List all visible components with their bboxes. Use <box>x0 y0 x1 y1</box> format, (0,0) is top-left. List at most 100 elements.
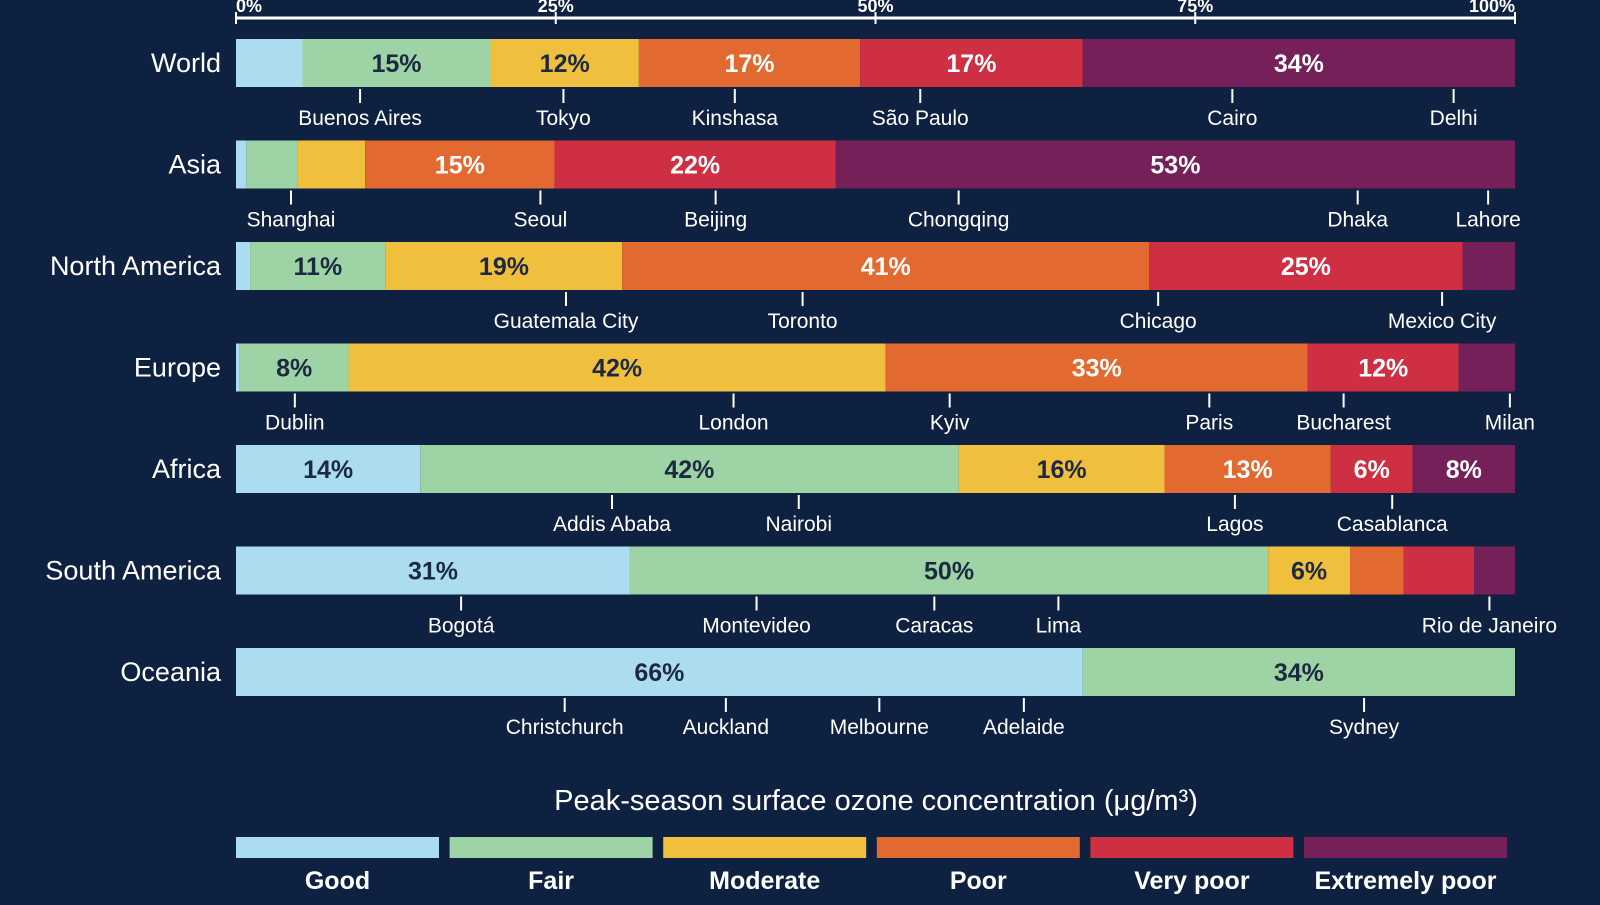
bar-segment <box>1330 445 1413 493</box>
bar-segment-label: 8% <box>1446 456 1482 484</box>
bar-segment <box>420 445 959 493</box>
bar-segment <box>385 242 623 290</box>
city-label: Seoul <box>514 209 568 232</box>
city-label: Kyiv <box>930 412 970 435</box>
bar-segment <box>958 445 1165 493</box>
city-label: Rio de Janeiro <box>1422 615 1557 638</box>
bar-segment <box>1268 546 1351 595</box>
bar-segment-label: 33% <box>1072 355 1122 383</box>
bar-segment <box>1458 343 1515 392</box>
legend-label: Poor <box>950 867 1007 895</box>
legend-label: Good <box>305 867 370 895</box>
bar-row: Europe 8% 42% 33% 12% Dublin London Kyiv Paris Bu… <box>134 343 1535 435</box>
legend-label: Extremely poor <box>1314 867 1496 895</box>
bar-segment-label: 8% <box>276 355 312 383</box>
bar-segment <box>1474 546 1515 595</box>
row-label: Asia <box>168 150 222 180</box>
bar-segment <box>1462 242 1515 290</box>
bar-segment-label: 41% <box>861 253 911 281</box>
bar-segment <box>638 39 861 87</box>
bar-segment-label: 19% <box>479 253 529 281</box>
bar-segment-label: 6% <box>1291 558 1327 586</box>
bar-segment-label: 31% <box>408 558 458 586</box>
city-label: Addis Ababa <box>553 513 671 536</box>
bar-segment <box>236 546 630 595</box>
row-label: Africa <box>152 454 222 484</box>
legend-item: Fair <box>449 837 653 895</box>
bar-segment-label: 17% <box>724 50 774 78</box>
row-label: Oceania <box>120 657 222 687</box>
bar-segment-label: 11% <box>294 253 343 281</box>
bar-row: Africa 14% 42% 16% 13% 6% 8% Addis Ababa Nairobi… <box>152 445 1515 536</box>
bar-segment <box>348 343 886 392</box>
bar-segment-label: 22% <box>670 152 720 180</box>
bar-segment <box>236 445 421 493</box>
city-label: Shanghai <box>247 209 336 232</box>
city-label: Lagos <box>1206 513 1263 536</box>
bar-segment <box>1412 445 1515 493</box>
bar-row: Oceania 66% 34% Christchurch Auckland Melbour… <box>120 648 1515 739</box>
legend-item: Good <box>236 837 439 895</box>
x-tick-label: 0% <box>236 0 262 16</box>
bar-segment-label: 34% <box>1274 50 1324 78</box>
city-label: Bogotá <box>428 615 495 638</box>
bar-segment <box>236 39 303 87</box>
city-label: Delhi <box>1430 107 1478 130</box>
city-label: London <box>698 412 768 435</box>
legend-swatch <box>663 837 867 858</box>
bar-segment <box>1350 546 1404 595</box>
city-label: Beijing <box>684 209 747 232</box>
x-tick-label: 75% <box>1177 0 1213 16</box>
city-label: Kinshasa <box>692 107 779 130</box>
bar-row: Asia 15% 22% 53% Shanghai Seoul Beijing Chongqi… <box>168 140 1521 232</box>
bar-row: World 15% 12% 17% 17% 34% Buenos Aires Tokyo Kin… <box>151 39 1515 130</box>
legend-swatch <box>1090 837 1294 858</box>
city-label: Paris <box>1185 412 1233 435</box>
x-tick-label: 50% <box>857 0 893 16</box>
legend-swatch <box>876 837 1080 858</box>
bar-segment <box>236 140 247 189</box>
bar-segment <box>1403 546 1475 595</box>
city-label: Montevideo <box>702 615 811 638</box>
bar-segment <box>1307 343 1459 392</box>
bar-segment-label: 34% <box>1274 659 1324 687</box>
city-label: Dhaka <box>1327 209 1388 232</box>
bar-row: North America 11% 19% 41% 25% Guatemala City T… <box>50 242 1515 333</box>
city-label: Dublin <box>265 412 325 435</box>
legend-item: Very poor <box>1090 837 1294 895</box>
legend-label: Moderate <box>709 867 820 895</box>
bar-segment-label: 15% <box>371 50 421 78</box>
city-label: Milan <box>1485 412 1535 435</box>
city-label: Adelaide <box>983 716 1065 739</box>
bar-segment-label: 6% <box>1354 456 1390 484</box>
bar-segment <box>239 343 349 392</box>
bar-segment <box>1082 39 1515 87</box>
city-label: Casablanca <box>1337 513 1448 536</box>
city-label: Mexico City <box>1388 310 1497 333</box>
bar-segment <box>885 343 1308 392</box>
legend-item: Poor <box>876 837 1080 895</box>
city-label: Buenos Aires <box>298 107 422 130</box>
legend-swatch <box>236 837 439 858</box>
bar-segment <box>297 140 366 189</box>
legend-label: Very poor <box>1134 867 1250 895</box>
bar-segment-label: 50% <box>924 558 974 586</box>
city-label: Bucharest <box>1296 412 1391 435</box>
bar-segment <box>622 242 1150 290</box>
bar-segment-label: 15% <box>435 152 485 180</box>
bar-segment-label: 66% <box>634 659 684 687</box>
bar-segment <box>835 140 1515 189</box>
bar-segment <box>365 140 555 189</box>
bar-segment <box>246 140 298 189</box>
row-label: North America <box>50 251 222 281</box>
x-axis: 0% 25% 50% 75% 100% <box>235 0 1516 24</box>
city-label: São Paulo <box>872 107 969 130</box>
bar-segment-label: 14% <box>303 456 353 484</box>
bar-segment-label: 13% <box>1223 456 1273 484</box>
bar-segment <box>302 39 491 87</box>
city-label: Lahore <box>1455 209 1520 232</box>
city-label: Chongqing <box>908 209 1010 232</box>
bar-segment-label: 12% <box>1358 355 1408 383</box>
